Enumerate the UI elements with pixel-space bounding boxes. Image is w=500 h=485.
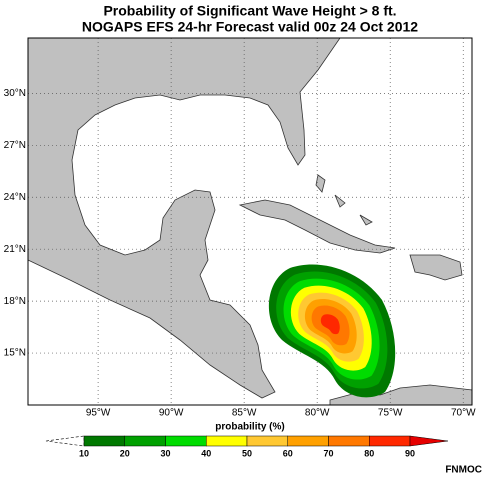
lat-label: 18°N [4, 296, 26, 307]
hispaniola [409, 254, 463, 281]
colorbar-segment [369, 435, 411, 447]
colorbar-tick-label: 80 [364, 448, 374, 458]
lat-label: 21°N [4, 244, 26, 255]
colorbar-segment [83, 435, 125, 447]
lon-label: 95°W [86, 408, 111, 419]
north-central-america [27, 37, 341, 399]
lat-label: 30°N [4, 88, 26, 99]
lat-label: 15°N [4, 348, 26, 359]
credit: FNMOC [445, 465, 482, 476]
lon-label: 85°W [232, 408, 257, 419]
colorbar-tick-label: 70 [323, 448, 333, 458]
title: Probability of Significant Wave Height >… [103, 3, 396, 19]
probability-contour [320, 314, 340, 335]
colorbar-segment [206, 435, 248, 447]
colorbar-tick-label: 20 [120, 448, 130, 458]
colorbar-segment [124, 435, 166, 447]
colorbar-segment [287, 435, 329, 447]
bahamas [315, 174, 373, 226]
colorbar-segment [246, 435, 288, 447]
lon-label: 70°W [451, 408, 476, 419]
colorbar-tick-label: 60 [283, 448, 293, 458]
map-border [27, 37, 473, 406]
colorbar-tick-label: 90 [405, 448, 415, 458]
colorbar-tick-label: 40 [201, 448, 211, 458]
colorbar-label: probability (%) [215, 422, 284, 433]
colorbar-under [45, 435, 85, 447]
lon-label: 80°W [305, 408, 330, 419]
subtitle: NOGAPS EFS 24-hr Forecast valid 00z 24 O… [82, 19, 418, 35]
colorbar-tick-label: 50 [242, 448, 252, 458]
colorbar-segment [328, 435, 370, 447]
lon-label: 90°W [159, 408, 184, 419]
colorbar-tick-label: 30 [160, 448, 170, 458]
colorbar-segment [165, 435, 207, 447]
colorbar-over [409, 435, 449, 447]
lat-label: 27°N [4, 140, 26, 151]
colorbar-tick-label: 10 [79, 448, 89, 458]
lat-label: 24°N [4, 192, 26, 203]
lon-label: 75°W [378, 408, 403, 419]
